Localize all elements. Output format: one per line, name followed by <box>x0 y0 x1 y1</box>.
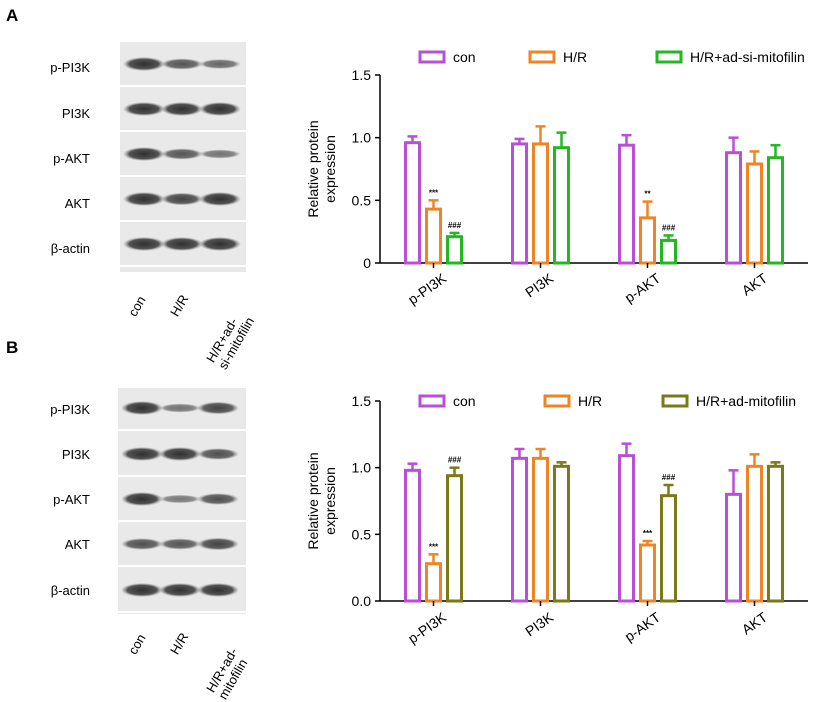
blot-band <box>123 237 165 251</box>
legend-swatch <box>655 50 683 64</box>
blot-band <box>159 447 201 461</box>
y-tick-label: 1.0 <box>352 130 372 146</box>
blot-band <box>123 147 165 161</box>
blot-band <box>197 583 239 597</box>
significance-mark: ### <box>662 473 676 482</box>
blot-band <box>159 583 201 597</box>
significance-mark: ### <box>448 456 462 465</box>
blot-band <box>121 538 163 550</box>
blot-band <box>121 492 163 506</box>
blot-band <box>199 149 241 159</box>
bar <box>660 494 677 603</box>
legend-swatch <box>418 394 446 408</box>
bar <box>532 456 549 603</box>
blot-band <box>161 192 203 206</box>
legend-label: H/R+ad-mitofilin <box>696 393 796 409</box>
legend-label: H/R <box>563 49 587 65</box>
y-tick-label: 1.5 <box>352 393 372 409</box>
significance-mark: ### <box>448 221 462 230</box>
bar <box>767 464 784 603</box>
blot-band <box>197 401 239 415</box>
y-axis-label: Relative protein <box>305 120 321 217</box>
blot-band <box>199 192 241 206</box>
blot-band <box>159 494 201 504</box>
band-label: PI3K <box>61 106 90 121</box>
y-tick-label: 0.0 <box>352 593 372 609</box>
band-label: PI3K <box>61 447 90 462</box>
bar <box>404 468 421 603</box>
panel-letter-b: B <box>6 338 19 357</box>
legend-swatch <box>418 50 446 64</box>
blot-band <box>161 58 203 70</box>
bar <box>746 464 763 603</box>
legend-swatch <box>661 394 689 408</box>
band-label: p-PI3K <box>50 60 90 75</box>
bar <box>446 474 463 603</box>
blot-band <box>197 448 239 460</box>
blot-band <box>123 102 165 116</box>
x-tick-label: p-PI3K <box>405 609 450 647</box>
significance-mark: ** <box>644 190 651 199</box>
blot-band <box>121 401 163 415</box>
band-label: β-actin <box>50 583 90 598</box>
x-tick-label: p-AKT <box>622 609 664 645</box>
blot-band <box>123 57 165 71</box>
bar <box>725 492 742 603</box>
blot-band <box>123 192 165 206</box>
blot-band <box>161 148 203 160</box>
significance-mark: *** <box>429 188 439 197</box>
blot-band <box>161 102 203 116</box>
y-tick-label: 1.0 <box>352 460 372 476</box>
y-axis-label: Relative protein <box>305 452 321 549</box>
band-label: AKT <box>64 537 90 552</box>
significance-mark: *** <box>643 529 653 538</box>
blot-band <box>161 237 203 251</box>
legend-label: H/R <box>578 393 602 409</box>
blot-band <box>159 538 201 550</box>
significance-mark: *** <box>429 542 439 551</box>
blot-band <box>121 447 163 461</box>
y-tick-label: 1.5 <box>352 67 372 83</box>
bar <box>639 543 656 603</box>
band-label: p-AKT <box>53 151 90 166</box>
band-label: AKT <box>64 196 90 211</box>
blot-band <box>197 493 239 505</box>
y-tick-label: 0 <box>363 255 371 271</box>
y-tick-label: 0.5 <box>352 526 372 542</box>
blot-band <box>199 237 241 251</box>
band-label: p-AKT <box>53 492 90 507</box>
bar <box>553 464 570 603</box>
legend-label: con <box>453 49 476 65</box>
y-tick-label: 0.5 <box>352 192 372 208</box>
panel-letter-a: A <box>6 6 19 25</box>
bar <box>511 456 528 603</box>
blot-band <box>199 102 241 116</box>
x-tick-label: PI3K <box>522 609 557 640</box>
legend-label: H/R+ad-si-mitofilin <box>690 49 805 65</box>
x-tick-label: AKT <box>739 609 771 638</box>
legend-swatch <box>528 50 556 64</box>
blot-band <box>197 537 239 551</box>
blot-band <box>159 403 201 413</box>
bar <box>425 562 442 603</box>
y-axis-label: expression <box>322 135 338 203</box>
band-label: β-actin <box>50 241 90 256</box>
blot-image-a <box>120 42 246 272</box>
blot-band <box>199 59 241 69</box>
blot-band <box>121 583 163 597</box>
band-label: p-PI3K <box>50 402 90 417</box>
bar <box>618 454 635 603</box>
legend-label: con <box>453 393 476 409</box>
blot-image-b <box>118 388 246 614</box>
legend-swatch <box>543 394 571 408</box>
significance-mark: ### <box>662 223 676 232</box>
y-axis-label: expression <box>322 467 338 535</box>
